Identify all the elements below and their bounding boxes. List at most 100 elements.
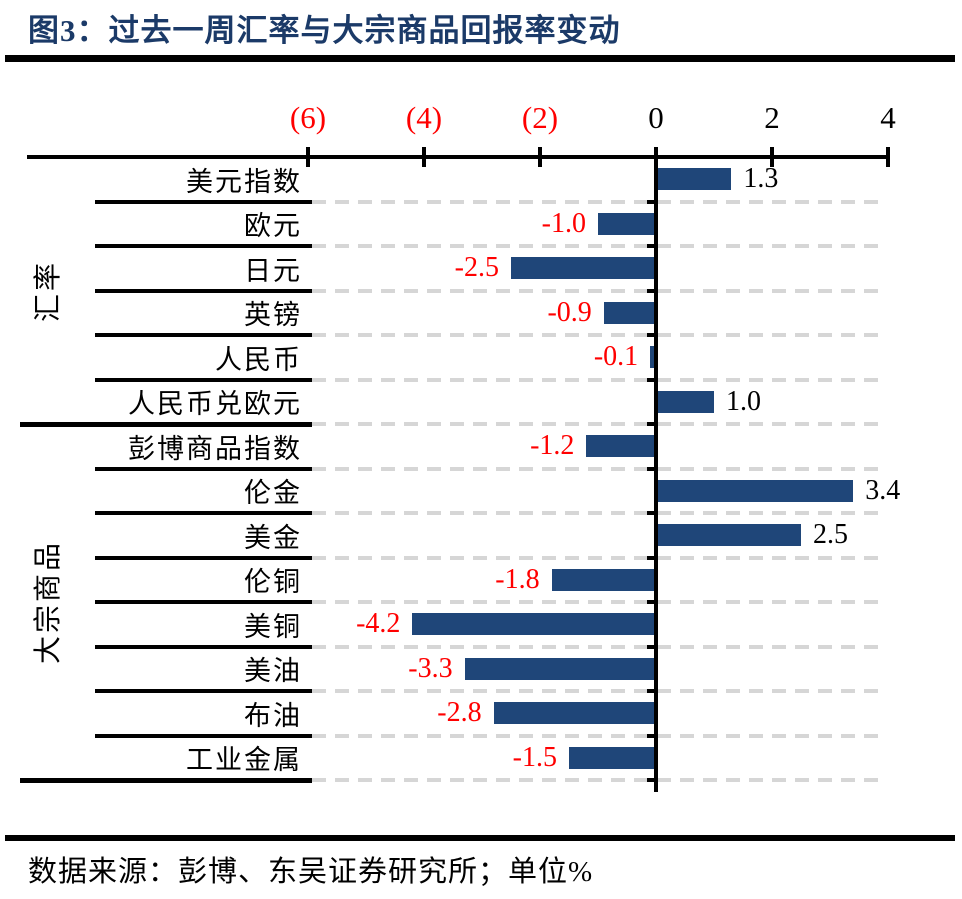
row-separator-line bbox=[95, 288, 312, 293]
row-separator-line bbox=[95, 689, 312, 693]
bar bbox=[412, 613, 656, 636]
gridline-dashed bbox=[312, 600, 886, 604]
x-axis-tick-label: (6) bbox=[289, 100, 327, 135]
value-label: -4.2 bbox=[356, 608, 401, 640]
group-separator-line bbox=[20, 778, 312, 783]
footer-divider bbox=[5, 835, 955, 841]
value-label: 2.5 bbox=[813, 519, 848, 551]
x-axis-tick-mark bbox=[538, 147, 542, 167]
category-axis-tick bbox=[647, 333, 658, 337]
bar bbox=[598, 212, 656, 235]
category-axis-tick bbox=[647, 199, 658, 204]
gridline-dashed bbox=[312, 644, 886, 649]
category-label: 人民币 bbox=[215, 344, 302, 375]
category-label: 美铜 bbox=[244, 611, 302, 642]
value-label: -0.1 bbox=[593, 341, 639, 373]
bar bbox=[551, 568, 656, 591]
gridline-dashed bbox=[312, 199, 886, 204]
category-label: 美元指数 bbox=[186, 166, 302, 197]
category-axis-tick bbox=[647, 733, 658, 738]
gridline-dashed bbox=[312, 733, 886, 738]
gridline-dashed bbox=[312, 555, 886, 560]
category-axis-tick bbox=[647, 600, 658, 604]
value-label: -1.2 bbox=[530, 430, 575, 462]
group-axis-label: 大宗商品 bbox=[33, 539, 64, 665]
gridline-dashed bbox=[312, 511, 886, 515]
category-label: 美油 bbox=[244, 656, 302, 687]
category-label: 伦铜 bbox=[244, 567, 302, 598]
source-note: 数据来源：彭博、东吴证券研究所；单位% bbox=[28, 856, 594, 888]
row-separator-line bbox=[95, 199, 312, 204]
bar bbox=[656, 479, 854, 502]
row-separator-line bbox=[95, 244, 312, 248]
category-label: 日元 bbox=[244, 255, 302, 286]
category-label: 工业金属 bbox=[186, 745, 302, 776]
bar bbox=[650, 346, 656, 369]
value-label: 1.0 bbox=[726, 385, 761, 417]
zero-axis-line bbox=[654, 155, 658, 792]
category-label: 彭博商品指数 bbox=[128, 433, 302, 464]
value-label: -1.0 bbox=[541, 207, 586, 239]
x-axis-tick-label: (4) bbox=[405, 100, 443, 135]
value-label: -3.3 bbox=[408, 652, 453, 684]
value-label: -1.5 bbox=[512, 741, 557, 773]
bar bbox=[586, 435, 656, 458]
value-label: 3.4 bbox=[865, 474, 901, 506]
category-axis-tick bbox=[647, 644, 658, 649]
category-axis-tick bbox=[647, 466, 658, 471]
figure-title: 图3：过去一周汇率与大宗商品回报率变动 bbox=[28, 13, 621, 48]
row-separator-line bbox=[95, 644, 312, 649]
x-axis-tick-label: 2 bbox=[764, 100, 780, 135]
title-divider bbox=[5, 55, 955, 62]
gridline-dashed bbox=[312, 333, 886, 337]
category-axis-tick bbox=[647, 555, 658, 560]
bar bbox=[511, 257, 656, 280]
category-axis-tick bbox=[647, 778, 658, 782]
category-axis-tick bbox=[647, 689, 658, 693]
x-axis-tick-mark bbox=[770, 147, 774, 167]
gridline-dashed bbox=[312, 689, 886, 693]
gridline-dashed bbox=[312, 288, 886, 293]
bar bbox=[603, 301, 656, 324]
x-axis-line bbox=[27, 155, 890, 159]
row-separator-line bbox=[95, 333, 312, 337]
row-separator-line bbox=[95, 377, 312, 382]
row-separator-line bbox=[95, 733, 312, 738]
category-label: 人民币兑欧元 bbox=[128, 389, 302, 420]
category-axis-tick bbox=[647, 244, 658, 248]
x-axis-tick-mark bbox=[886, 147, 890, 167]
row-separator-line bbox=[95, 555, 312, 560]
x-axis-tick-mark bbox=[306, 147, 310, 167]
group-axis-label: 汇率 bbox=[33, 259, 64, 322]
category-axis-tick bbox=[647, 422, 658, 426]
category-label: 伦金 bbox=[244, 478, 302, 509]
row-separator-line bbox=[95, 600, 312, 604]
bar bbox=[656, 168, 732, 191]
category-axis-tick bbox=[647, 288, 658, 293]
x-axis-tick-label: 4 bbox=[880, 100, 896, 135]
x-axis-tick-mark bbox=[422, 147, 426, 167]
bar bbox=[569, 746, 656, 769]
gridline-dashed bbox=[312, 244, 886, 248]
gridline-dashed bbox=[312, 422, 886, 426]
value-label: -2.8 bbox=[437, 697, 482, 729]
x-axis-tick-label: 0 bbox=[648, 100, 664, 135]
row-separator-line bbox=[95, 466, 312, 471]
value-label: -0.9 bbox=[547, 296, 592, 328]
category-label: 布油 bbox=[244, 700, 302, 731]
category-axis-tick bbox=[647, 377, 658, 382]
gridline-dashed bbox=[312, 466, 886, 471]
bar bbox=[656, 390, 714, 413]
group-separator-line bbox=[20, 422, 312, 427]
value-label: -2.5 bbox=[454, 252, 499, 284]
category-label: 欧元 bbox=[244, 211, 302, 242]
x-axis-tick-label: (2) bbox=[521, 100, 559, 135]
bar bbox=[493, 702, 656, 725]
category-label: 美金 bbox=[244, 522, 302, 553]
bar bbox=[464, 657, 656, 680]
value-label: 1.3 bbox=[743, 163, 779, 195]
gridline-dashed bbox=[312, 778, 886, 782]
row-separator-line bbox=[95, 511, 312, 515]
